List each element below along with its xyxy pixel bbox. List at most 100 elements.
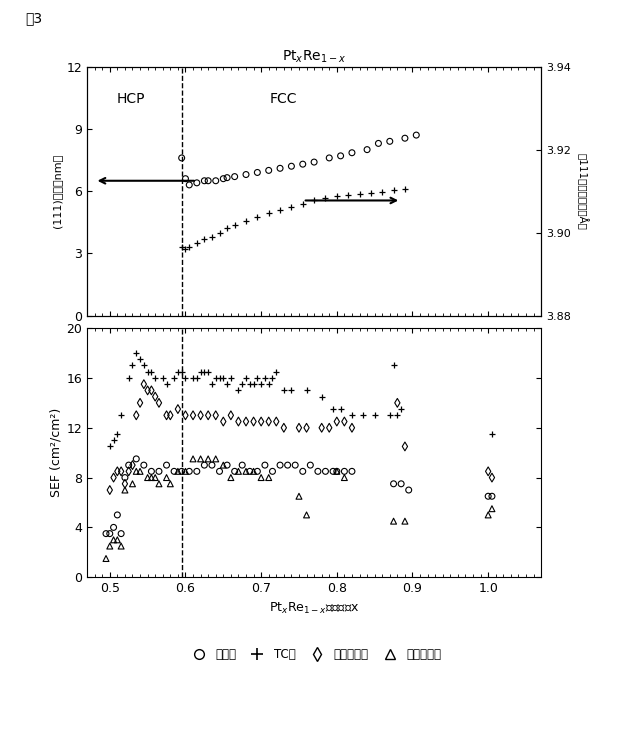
Point bbox=[177, 241, 187, 253]
Point bbox=[332, 190, 342, 202]
Point bbox=[362, 144, 372, 155]
Point bbox=[165, 478, 175, 490]
Point bbox=[162, 409, 172, 421]
Point bbox=[200, 175, 210, 186]
Point bbox=[279, 385, 289, 397]
Point bbox=[347, 422, 357, 434]
Point bbox=[146, 385, 156, 397]
Point bbox=[483, 491, 493, 502]
Point bbox=[230, 465, 239, 477]
Point bbox=[253, 166, 262, 178]
Point bbox=[411, 130, 421, 141]
Point bbox=[389, 515, 399, 527]
Point bbox=[215, 465, 225, 477]
Point bbox=[116, 540, 126, 552]
Point bbox=[131, 465, 141, 477]
Point bbox=[211, 453, 221, 465]
Point bbox=[260, 460, 270, 471]
Point bbox=[343, 189, 353, 201]
Point bbox=[124, 372, 134, 384]
Point bbox=[188, 409, 198, 421]
Point bbox=[267, 372, 277, 384]
Point bbox=[320, 465, 330, 477]
Point bbox=[101, 553, 111, 565]
Point bbox=[192, 237, 202, 249]
Point bbox=[302, 509, 312, 521]
Point bbox=[192, 372, 202, 384]
Point bbox=[105, 440, 115, 452]
Point bbox=[267, 465, 277, 477]
Point bbox=[385, 409, 395, 421]
Point bbox=[113, 428, 123, 440]
Point bbox=[328, 403, 338, 415]
Point bbox=[203, 453, 213, 465]
Point bbox=[340, 416, 350, 428]
Point bbox=[128, 478, 137, 490]
Point bbox=[131, 347, 141, 359]
Point bbox=[146, 471, 156, 483]
Point bbox=[218, 416, 228, 428]
Point bbox=[264, 164, 274, 176]
Point bbox=[275, 162, 285, 174]
Point bbox=[184, 179, 194, 191]
Point bbox=[211, 409, 221, 421]
Point bbox=[109, 471, 119, 483]
Point bbox=[332, 465, 342, 477]
Point bbox=[165, 409, 175, 421]
Point bbox=[180, 372, 190, 384]
Point bbox=[302, 422, 312, 434]
Y-axis label: (111)粒度（nm）: (111)粒度（nm） bbox=[52, 154, 62, 228]
Point bbox=[287, 161, 297, 172]
Point bbox=[317, 391, 327, 403]
Point bbox=[196, 366, 206, 377]
Point bbox=[173, 366, 183, 377]
Point bbox=[487, 491, 497, 502]
Point bbox=[177, 152, 187, 164]
Point bbox=[173, 465, 183, 477]
Point bbox=[237, 378, 247, 390]
Point bbox=[207, 231, 217, 243]
Point bbox=[203, 366, 213, 377]
Point bbox=[245, 378, 255, 390]
Point bbox=[324, 152, 334, 164]
Point bbox=[154, 397, 164, 408]
Point bbox=[347, 147, 357, 158]
Point bbox=[392, 409, 402, 421]
Point bbox=[226, 372, 236, 384]
Point bbox=[128, 360, 137, 371]
Point bbox=[105, 484, 115, 496]
Point bbox=[377, 186, 387, 198]
Point bbox=[135, 397, 145, 408]
Point bbox=[188, 453, 198, 465]
Point bbox=[373, 138, 383, 149]
Point bbox=[113, 509, 123, 521]
Point bbox=[169, 465, 179, 477]
Point bbox=[215, 226, 225, 238]
Text: 図3: 図3 bbox=[25, 11, 42, 25]
Point bbox=[116, 528, 126, 539]
Point bbox=[358, 409, 368, 421]
Point bbox=[487, 502, 497, 514]
Point bbox=[245, 465, 255, 477]
Point bbox=[404, 484, 414, 496]
Point bbox=[218, 172, 228, 184]
Point bbox=[396, 403, 406, 415]
Point bbox=[305, 460, 315, 471]
Point bbox=[279, 422, 289, 434]
Point bbox=[483, 509, 493, 521]
Point bbox=[109, 434, 119, 446]
Title: Pt$_x$Re$_{1-x}$: Pt$_x$Re$_{1-x}$ bbox=[282, 49, 346, 65]
Point bbox=[328, 465, 338, 477]
Point bbox=[151, 372, 160, 384]
Point bbox=[253, 465, 262, 477]
Point bbox=[396, 478, 406, 490]
Point bbox=[222, 172, 232, 184]
Point bbox=[158, 372, 168, 384]
Point bbox=[253, 372, 262, 384]
Point bbox=[142, 366, 152, 377]
Point bbox=[317, 422, 327, 434]
Point bbox=[400, 132, 410, 144]
Point bbox=[131, 409, 141, 421]
Point bbox=[173, 403, 183, 415]
Point bbox=[256, 471, 266, 483]
